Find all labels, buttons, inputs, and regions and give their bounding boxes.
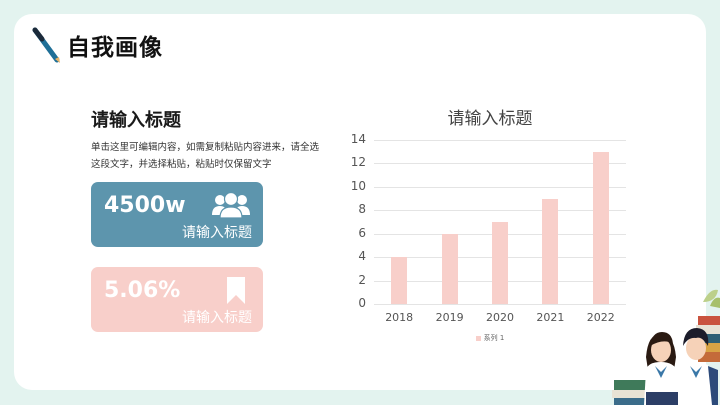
y-axis-tick: 10	[350, 178, 366, 193]
bar-2018	[391, 257, 408, 304]
section-description: 单击这里可编辑内容，如需复制粘贴内容进来，请全选这段文字，并选择粘贴，粘贴时仅保…	[91, 142, 320, 170]
stat-card-users: 4500w 请输入标题	[91, 182, 263, 247]
stat-label: 请输入标题	[182, 310, 252, 326]
people-group-icon	[212, 191, 250, 219]
y-axis-tick: 12	[350, 155, 366, 170]
legend-label: 系列 1	[483, 334, 505, 342]
y-axis-tick: 14	[350, 132, 366, 146]
x-axis-tick: 2019	[435, 311, 464, 324]
gridline	[374, 304, 626, 305]
gridline	[374, 186, 626, 188]
gridline	[374, 140, 626, 141]
bar-2021	[542, 198, 559, 304]
x-axis-tick: 2022	[586, 311, 615, 324]
gridline	[374, 210, 626, 212]
y-axis-tick: 8	[358, 202, 366, 217]
pen-icon	[32, 27, 60, 63]
y-axis-tick: 2	[358, 272, 366, 287]
x-axis-tick: 2021	[536, 311, 565, 324]
stat-value: 4500w	[104, 193, 186, 218]
chart-title: 请输入标题	[447, 109, 533, 129]
stat-label: 请输入标题	[182, 225, 252, 241]
stat-card-percentage: 5.06% 请输入标题	[91, 267, 263, 332]
bar-2020	[492, 222, 508, 304]
chart-plot-area: 0 2 4 6 8 10 12 14 2018 2019 2020 2021 2022	[351, 132, 626, 324]
y-axis-tick: 0	[358, 296, 366, 310]
gridline	[374, 163, 626, 165]
bar-chart: 请输入标题 0 2 4 6 8 10 12 14 2018 2019 2020 2021 2022 系列…	[340, 100, 640, 350]
bar-2019	[441, 233, 458, 304]
x-axis-tick: 2020	[486, 311, 514, 324]
page-title: 自我画像	[67, 35, 163, 61]
stat-value: 5.06%	[104, 278, 181, 303]
y-axis-tick: 4	[358, 249, 366, 264]
legend-swatch	[475, 335, 481, 341]
x-axis-tick: 2018	[385, 311, 414, 324]
bookmark-icon	[227, 277, 245, 304]
y-axis-tick: 6	[358, 225, 366, 240]
students-illustration	[612, 289, 720, 405]
section-title: 请输入标题	[91, 110, 181, 131]
bar-2022	[592, 151, 609, 304]
chart-legend: 系列 1	[340, 333, 640, 343]
